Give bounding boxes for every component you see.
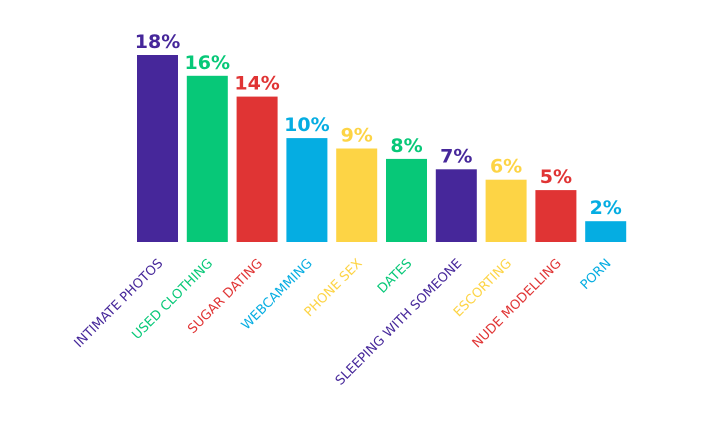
bar-6 [435, 169, 477, 242]
value-label-7: 6% [490, 156, 522, 178]
value-labels-group: 18%16%14%10% 9% 8% 7% 6% 5% 2% [135, 31, 622, 219]
bar-1 [186, 75, 228, 242]
bar-4 [336, 148, 378, 242]
bar-5 [386, 158, 427, 242]
value-label-5: 8% [390, 135, 422, 157]
bar-7 [485, 179, 527, 242]
value-label-9: 2% [590, 197, 622, 219]
value-label-6: 7% [440, 145, 472, 167]
category-label-9: PORN [578, 256, 615, 293]
bar-3 [286, 138, 328, 242]
value-label-2: 14% [234, 73, 279, 95]
value-label-4: 9% [341, 125, 373, 147]
category-label-0: INTIMATE PHOTOS [72, 256, 167, 351]
category-label-8: NUDE MODELLING [470, 256, 565, 351]
category-label-5: DATES [375, 256, 415, 296]
bar-9 [585, 221, 627, 242]
value-label-8: 5% [540, 166, 572, 188]
bar-0 [137, 55, 178, 242]
bars-group [137, 55, 627, 242]
bar-8 [535, 190, 577, 242]
value-label-3: 10% [284, 114, 329, 136]
value-label-0: 18% [135, 31, 180, 53]
value-label-1: 16% [185, 52, 230, 74]
bar-2 [236, 96, 278, 242]
